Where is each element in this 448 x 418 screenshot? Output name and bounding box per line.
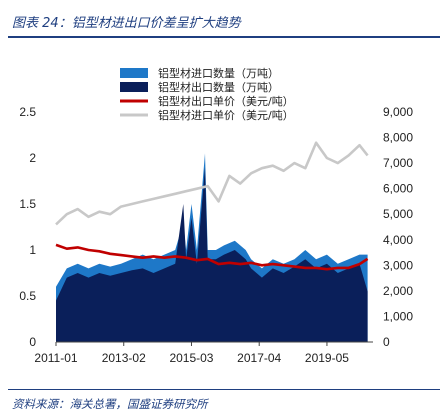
y-right-tick-label: 7,000 xyxy=(383,156,413,170)
area-series-1 xyxy=(56,167,368,342)
y-left-tick-label: 2 xyxy=(29,151,36,165)
area-series-group xyxy=(56,153,368,342)
y-right-tick-label: 6,000 xyxy=(383,182,413,196)
title-rule xyxy=(8,36,440,38)
legend: 铝型材进口数量（万吨）铝型材出口数量（万吨）铝型材出口单价（美元/吨）铝型材进口… xyxy=(120,66,294,122)
legend-swatch xyxy=(120,68,148,78)
x-tick-label: 2017-04 xyxy=(237,351,281,365)
y-left-tick-label: 1.5 xyxy=(19,197,36,211)
y-right-tick-label: 4,000 xyxy=(383,233,413,247)
y-right-tick-label: 2,000 xyxy=(383,284,413,298)
y-right-tick-label: 0 xyxy=(383,335,390,349)
legend-label: 铝型材出口数量（万吨） xyxy=(158,80,279,94)
y-left-tick-label: 1 xyxy=(29,243,36,257)
line-series-2 xyxy=(55,243,369,271)
source-note: 资料来源：海关总署，国盛证券研究所 xyxy=(12,397,208,411)
footer-rule xyxy=(8,389,440,390)
x-tick-label: 2015-03 xyxy=(169,351,213,365)
line-series-3 xyxy=(55,141,369,226)
y-right-tick-label: 9,000 xyxy=(383,105,413,119)
legend-swatch xyxy=(120,82,148,92)
y-left-tick-label: 0.5 xyxy=(19,289,36,303)
y-left-tick-label: 2.5 xyxy=(19,105,36,119)
x-tick-label: 2011-01 xyxy=(34,351,77,365)
y-right-tick-label: 3,000 xyxy=(383,258,413,272)
chart: 铝型材进口数量（万吨）铝型材出口数量（万吨）铝型材出口单价（美元/吨）铝型材进口… xyxy=(19,66,413,365)
legend-label: 铝型材进口单价（美元/吨） xyxy=(158,108,294,122)
legend-label: 铝型材出口单价（美元/吨） xyxy=(158,94,294,108)
x-tick-label: 2019-05 xyxy=(305,351,349,365)
figure-title: 图表 24：铝型材进出口价差呈扩大趋势 xyxy=(12,16,241,31)
legend-label: 铝型材进口数量（万吨） xyxy=(158,66,279,80)
y-left-tick-label: 0 xyxy=(29,335,36,349)
y-right-tick-label: 5,000 xyxy=(383,207,413,221)
y-right-tick-label: 8,000 xyxy=(383,131,413,145)
axes: 0 0.5 1 1.5 2 2.5 0 1,000 2,000 3,000 4,000 5,000 6,… xyxy=(19,105,413,365)
line-series-group xyxy=(55,141,369,271)
x-tick-label: 2013-02 xyxy=(102,351,146,365)
y-right-tick-label: 1,000 xyxy=(383,309,413,323)
